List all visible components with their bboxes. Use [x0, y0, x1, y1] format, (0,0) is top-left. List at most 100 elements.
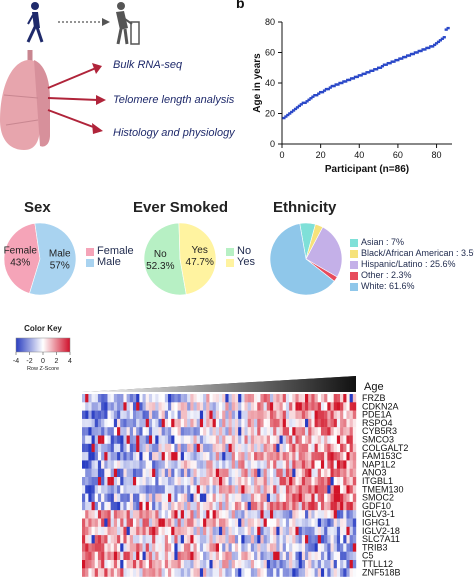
heatmap-cell: [97, 477, 102, 486]
heatmap-cell: [260, 526, 264, 536]
heatmap-cell: [145, 518, 150, 527]
gene-label: PDE1A: [362, 410, 392, 420]
heatmap-cell: [174, 418, 178, 428]
heatmap-cell: [219, 501, 223, 511]
heatmap-cell: [203, 493, 207, 503]
heatmap-cell: [273, 501, 277, 511]
heatmap-cell: [212, 435, 217, 444]
heatmap-cell: [254, 493, 258, 503]
heatmap-cell: [336, 526, 341, 536]
scatter-point: [386, 61, 390, 65]
heatmap-cell: [308, 535, 312, 544]
heatmap-cell: [164, 501, 169, 511]
heatmap-cell: [346, 535, 350, 544]
heatmap-cell: [276, 394, 280, 403]
heatmap-cell: [177, 418, 181, 428]
heatmap-cell: [117, 551, 121, 561]
heatmap-cell: [101, 427, 105, 436]
heatmap-cell: [238, 435, 242, 444]
heatmap-cell: [107, 394, 111, 403]
heatmap-cell: [257, 560, 261, 569]
heatmap-cell: [266, 518, 271, 527]
heatmap-cell: [145, 551, 150, 561]
heatmap-cell: [117, 493, 121, 503]
heatmap-cell: [168, 468, 172, 478]
heatmap-cell: [158, 518, 162, 527]
heatmap-cell: [238, 501, 242, 511]
heatmap-cell: [238, 526, 242, 536]
heatmap-cell: [82, 477, 86, 486]
heatmap-cell: [285, 435, 290, 444]
heatmap: Age FRZBCDKN2APDE1ARSPO4CYB5R3SMCO3COLGA…: [82, 376, 408, 577]
heatmap-cell: [164, 518, 169, 527]
heatmap-cell: [295, 535, 299, 544]
heatmap-cell: [327, 452, 331, 461]
heatmap-cell: [292, 452, 296, 461]
heatmap-cell: [212, 410, 217, 420]
heatmap-cell: [317, 493, 322, 503]
heatmap-cell: [120, 560, 124, 569]
heatmap-cell: [190, 543, 194, 552]
heatmap-cell: [132, 568, 137, 577]
heatmap-cell: [177, 477, 181, 486]
heatmap-cell: [203, 394, 207, 403]
heatmap-cell: [203, 452, 207, 461]
heatmap-cell: [91, 460, 95, 469]
heatmap-cell: [174, 543, 178, 552]
heatmap-cell: [142, 551, 146, 561]
heatmap-cell: [336, 468, 341, 478]
heatmap-cell: [183, 468, 188, 478]
heatmap-cell: [158, 501, 162, 511]
legend-label: Female: [97, 245, 134, 257]
heatmap-cell: [301, 394, 306, 403]
color-key: Color Key -4 -2 0 2 4 Row Z-Score: [12, 324, 74, 372]
heatmap-cell: [187, 560, 191, 569]
heatmap-cell: [158, 485, 162, 494]
heatmap-cell: [139, 435, 143, 444]
heatmap-cell: [104, 410, 108, 420]
heatmap-cell: [190, 526, 194, 536]
heatmap-cell: [254, 535, 258, 544]
heatmap-cell: [155, 493, 159, 503]
heatmap-cell: [120, 543, 124, 552]
heatmap-cell: [238, 493, 242, 503]
heatmap-cell: [250, 435, 255, 444]
heatmap-cell: [247, 435, 252, 444]
heatmap-cell: [132, 410, 137, 420]
scatter-point: [405, 54, 410, 57]
heatmap-cell: [168, 410, 172, 420]
heatmap-cell: [330, 518, 334, 527]
heatmap-cell: [289, 452, 293, 461]
heatmap-cell: [305, 518, 309, 527]
heatmap-cell: [228, 501, 232, 511]
heatmap-cell: [305, 477, 309, 486]
heatmap-cell: [244, 460, 248, 469]
heatmap-cell: [285, 443, 290, 453]
scatter-point: [365, 71, 369, 74]
heatmap-cell: [295, 443, 299, 453]
heatmap-cell: [273, 410, 277, 420]
heatmap-cell: [94, 460, 99, 469]
heatmap-cell: [117, 394, 121, 403]
heatmap-cell: [190, 501, 194, 511]
heatmap-cell: [155, 518, 159, 527]
legend-item: White: 61.6%: [350, 281, 474, 292]
scatter-point: [357, 74, 361, 77]
heatmap-cell: [209, 493, 213, 503]
heatmap-cell: [279, 543, 283, 552]
heatmap-cell: [276, 493, 280, 503]
heatmap-cell: [212, 485, 217, 494]
heatmap-cell: [330, 418, 334, 428]
heatmap-cell: [282, 468, 287, 478]
heatmap-cell: [238, 535, 242, 544]
heatmap-cell: [101, 485, 105, 494]
heatmap-cell: [279, 410, 283, 420]
heatmap-cell: [139, 568, 143, 577]
heatmap-cell: [346, 394, 350, 403]
heatmap-cell: [199, 518, 204, 527]
heatmap-cell: [187, 551, 191, 561]
heatmap-cell: [136, 551, 140, 561]
heatmap-cell: [330, 526, 334, 536]
scatter-point: [390, 60, 394, 63]
heatmap-cell: [164, 485, 169, 494]
